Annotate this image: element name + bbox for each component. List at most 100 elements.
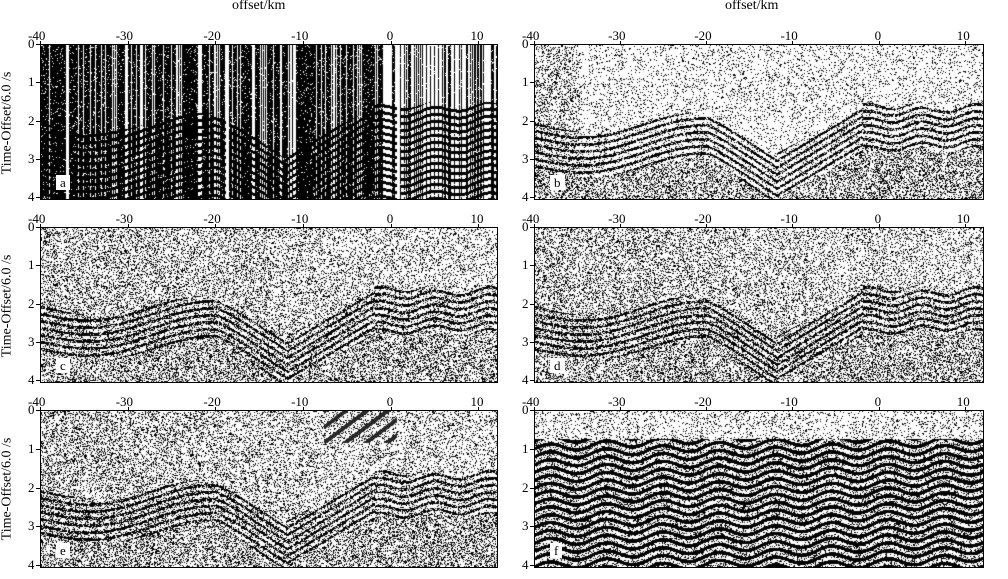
y-tick-label: 4 — [28, 557, 35, 572]
panel-letter-e: e — [56, 543, 70, 558]
x-tick-label: 10 — [956, 28, 970, 43]
y-tick-label: 0 — [522, 219, 529, 234]
x-tick-label: -10 — [291, 28, 309, 43]
x-tick-mark — [40, 407, 41, 411]
x-tick-label: 10 — [956, 394, 970, 409]
y-tick-mark — [530, 197, 534, 198]
top-x-axis-label-left: offset/km — [232, 0, 286, 13]
y-tick-mark — [36, 410, 40, 411]
y-tick-mark — [530, 341, 534, 343]
y-tick-label: 3 — [522, 150, 529, 166]
y-tick-label: 4 — [522, 189, 529, 204]
y-tick-mark — [530, 120, 534, 122]
x-tick-mark — [303, 407, 305, 411]
x-tick-label: -20 — [694, 28, 712, 43]
y-axis-label-row-3: Time-Offset/6.0 /s — [0, 437, 15, 541]
x-tick-mark — [127, 407, 129, 411]
y-axis-label-row-2: Time-Offset/6.0 /s — [0, 254, 15, 358]
y-tick-mark — [36, 526, 40, 528]
y-tick-label: 1 — [522, 257, 529, 273]
x-tick-mark — [534, 407, 535, 411]
x-tick-label: -10 — [780, 394, 798, 409]
y-tick-label: 3 — [522, 518, 529, 534]
x-tick-label: -30 — [608, 394, 626, 409]
x-tick-label: 0 — [386, 28, 394, 43]
y-tick-label: 2 — [28, 479, 35, 495]
y-tick-mark — [36, 197, 40, 198]
x-tick-label: -10 — [780, 28, 798, 43]
y-tick-mark — [36, 487, 40, 489]
x-tick-label: -30 — [608, 28, 626, 43]
x-tick-mark — [478, 41, 480, 45]
y-tick-label: 4 — [28, 372, 35, 387]
x-tick-mark — [620, 41, 622, 45]
x-tick-mark — [534, 41, 535, 45]
y-tick-label: 0 — [522, 36, 529, 51]
x-tick-mark — [390, 41, 392, 45]
y-tick-label: 0 — [28, 402, 35, 417]
y-tick-label: 1 — [28, 74, 35, 90]
y-tick-mark — [36, 120, 40, 122]
x-tick-label: -30 — [608, 211, 626, 226]
x-tick-label: -40 — [522, 28, 540, 43]
x-tick-mark — [620, 407, 622, 411]
x-tick-mark — [40, 41, 41, 45]
y-axis-label-row-1: Time-Offset/6.0 /s — [0, 71, 15, 175]
y-tick-mark — [36, 44, 40, 45]
y-tick-label: 3 — [28, 333, 35, 349]
y-tick-label: 0 — [28, 219, 35, 234]
x-tick-mark — [303, 41, 305, 45]
seismic-panel-a: -40 -30 -20 -10 0 10 0 1 2 3 4 a — [28, 29, 498, 203]
x-tick-label: -30 — [115, 28, 134, 43]
y-tick-label: 1 — [522, 440, 529, 456]
x-tick-mark — [706, 224, 708, 228]
y-tick-mark — [36, 158, 40, 160]
x-tick-mark — [303, 224, 305, 228]
x-tick-label: -40 — [28, 394, 46, 409]
y-tick-mark — [530, 303, 534, 305]
seismic-image-d — [534, 227, 984, 383]
panel-letter-c: c — [56, 358, 70, 373]
x-tick-label: 10 — [956, 211, 970, 226]
x-tick-mark — [127, 224, 129, 228]
x-tick-mark — [534, 224, 535, 228]
x-tick-label: 0 — [386, 394, 394, 409]
seismic-image-b — [534, 44, 984, 200]
seismic-panel-b: -40 -30 -20 -10 0 10 0 1 2 3 4 b — [522, 29, 984, 203]
seismic-image-e — [40, 410, 498, 568]
x-tick-mark — [964, 224, 966, 228]
x-tick-mark — [964, 407, 966, 411]
x-tick-mark — [127, 41, 129, 45]
x-tick-label: -40 — [522, 394, 540, 409]
x-tick-mark — [792, 224, 794, 228]
x-tick-label: -20 — [203, 394, 221, 409]
seismic-image-c — [40, 227, 498, 383]
y-tick-mark — [36, 380, 40, 381]
seismic-panel-e: -40 -30 -20 -10 0 10 0 1 2 3 4 e — [28, 395, 498, 571]
x-tick-label: -30 — [115, 394, 134, 409]
x-tick-mark — [40, 224, 41, 228]
y-tick-label: 1 — [522, 74, 529, 90]
y-tick-label: 2 — [522, 295, 529, 311]
y-tick-mark — [530, 526, 534, 528]
x-tick-label: -40 — [522, 211, 540, 226]
y-tick-label: 2 — [28, 112, 35, 128]
x-tick-label: -20 — [694, 394, 712, 409]
x-tick-label: -20 — [203, 28, 221, 43]
y-tick-mark — [530, 410, 534, 411]
x-tick-label: -10 — [780, 211, 798, 226]
x-tick-label: -40 — [28, 211, 46, 226]
x-tick-mark — [478, 224, 480, 228]
y-tick-mark — [36, 448, 40, 450]
x-tick-mark — [706, 41, 708, 45]
seismic-panel-c: -40 -30 -20 -10 0 10 0 1 2 3 4 c — [28, 212, 498, 386]
y-tick-label: 3 — [522, 333, 529, 349]
y-tick-mark — [36, 565, 40, 566]
y-tick-label: 2 — [522, 479, 529, 495]
x-tick-label: 0 — [386, 211, 394, 226]
x-tick-mark — [478, 407, 480, 411]
x-tick-mark — [215, 41, 217, 45]
panel-letter-f: f — [550, 543, 563, 558]
y-tick-mark — [530, 158, 534, 160]
